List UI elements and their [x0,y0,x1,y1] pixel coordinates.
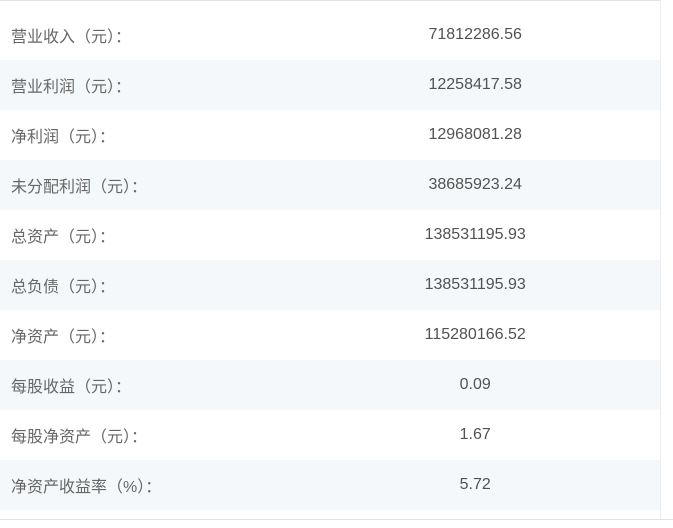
row-label: 净利润（元）： [11,129,116,146]
row-value: 115280166.52 [424,326,526,343]
row-label: 每股净资产（元）： [11,429,148,446]
row-label: 净资产（元）： [11,329,116,346]
financial-summary-rows: 营业收入（元）： 71812286.56 营业利润（元）： 12258417.58 净利… [0,10,660,510]
row-label: 未分配利润（元）： [11,179,148,196]
row-value: 1.67 [459,426,491,443]
row-value: 138531195.93 [424,226,526,243]
row-label: 总负债（元）： [11,279,116,296]
table-row: 净资产（元）： 115280166.52 [0,310,660,360]
table-row: 每股收益（元）： 0.09 [0,360,660,410]
bottom-divider [0,519,673,520]
row-label: 营业利润（元）： [11,79,132,96]
table-row: 营业收入（元）： 71812286.56 [0,10,660,60]
table-row: 总负债（元）： 138531195.93 [0,260,660,310]
row-value: 138531195.93 [424,276,526,293]
financial-summary-panel: 营业收入（元）： 71812286.56 营业利润（元）： 12258417.58 净利… [0,0,661,519]
row-label: 营业收入（元）： [11,29,132,46]
table-row: 营业利润（元）： 12258417.58 [0,60,660,110]
row-value: 0.09 [459,376,491,393]
table-row: 每股净资产（元）： 1.67 [0,410,660,460]
row-value: 12258417.58 [428,76,522,93]
row-value: 12968081.28 [428,126,522,143]
table-row: 未分配利润（元）： 38685923.24 [0,160,660,210]
row-value: 5.72 [459,476,491,493]
table-row: 总资产（元）： 138531195.93 [0,210,660,260]
row-value: 38685923.24 [428,176,522,193]
table-row: 净资产收益率（%）： 5.72 [0,460,660,510]
row-value: 71812286.56 [428,26,522,43]
row-label: 总资产（元）： [11,229,116,246]
table-row: 净利润（元）： 12968081.28 [0,110,660,160]
row-label: 净资产收益率（%）： [11,479,162,496]
row-label: 每股收益（元）： [11,379,132,396]
